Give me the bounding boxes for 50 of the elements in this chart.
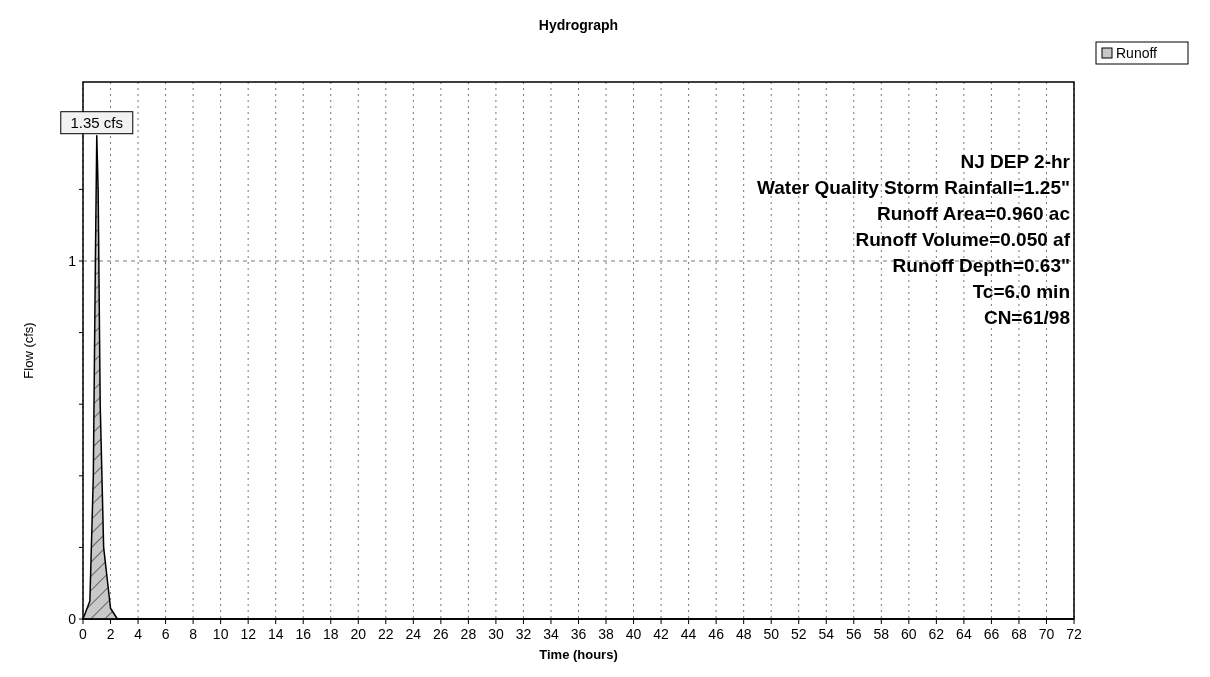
x-tick-label: 56 [845,626,862,642]
x-tick-label: 12 [240,626,257,642]
annotation: CN=61/98 [983,307,1070,328]
annotation: NJ DEP 2-hr [960,151,1071,172]
x-tick-label: 10 [212,626,229,642]
y-tick-label: 1 [68,253,77,269]
x-tick-label: 18 [322,626,339,642]
x-tick-label: 70 [1038,626,1055,642]
x-tick-label: 48 [735,626,752,642]
x-tick-label: 72 [1066,626,1082,642]
x-tick-label: 66 [983,626,1000,642]
x-axis-title: Time (hours) [539,647,618,662]
x-tick-label: 20 [350,626,367,642]
annotation: Tc=6.0 min [972,281,1070,302]
x-tick-label: 36 [570,626,587,642]
x-tick-label: 50 [763,626,780,642]
x-tick-label: 40 [625,626,642,642]
x-tick-label: 16 [295,626,312,642]
x-tick-label: 2 [106,626,115,642]
x-tick-label: 14 [267,626,284,642]
x-tick-label: 24 [405,626,422,642]
x-tick-label: 0 [79,626,88,642]
annotation: Runoff Area=0.960 ac [876,203,1071,224]
x-tick-label: 4 [134,626,143,642]
x-tick-label: 30 [488,626,504,642]
annotation: Water Quality Storm Rainfall=1.25" [757,177,1070,198]
chart-title: Hydrograph [538,17,619,33]
x-tick-label: 64 [956,626,972,642]
y-axis-title: Flow (cfs) [21,322,36,379]
x-tick-label: 68 [1011,626,1027,642]
legend-label: Runoff [1116,45,1158,61]
x-tick-label: 46 [708,626,725,642]
x-tick-label: 42 [653,626,670,642]
x-tick-label: 28 [460,626,477,642]
x-tick-label: 6 [161,626,170,642]
x-tick-label: 62 [928,626,945,642]
x-tick-label: 8 [189,626,198,642]
annotation: 1.35 cfs [70,113,124,131]
x-tick-label: 44 [680,626,697,642]
x-tick-label: 22 [378,626,394,642]
x-tick-label: 54 [818,626,835,642]
x-tick-label: 60 [901,626,917,642]
x-tick-label: 32 [515,626,532,642]
x-tick-label: 34 [543,626,559,642]
annotation: Runoff Volume=0.050 af [855,229,1071,250]
x-tick-label: 58 [873,626,890,642]
x-tick-label: 26 [433,626,449,642]
x-tick-label: 38 [598,626,615,642]
x-tick-label: 52 [790,626,807,642]
annotation: Runoff Depth=0.63" [892,255,1070,276]
